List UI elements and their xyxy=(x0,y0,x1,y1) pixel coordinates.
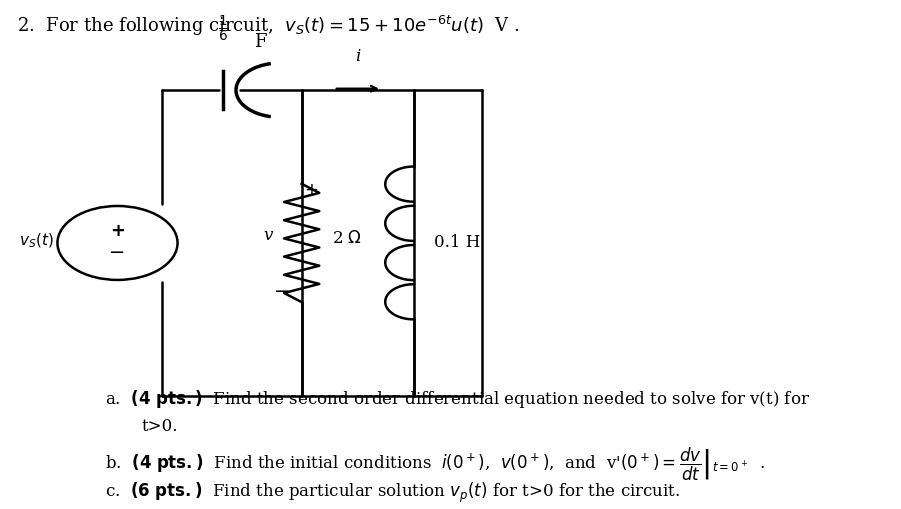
Text: b.  $\mathbf{(4\ pts.)}$  Find the initial conditions  $i(0^+)$,  $v(0^+)$,  and: b. $\mathbf{(4\ pts.)}$ Find the initial… xyxy=(105,446,766,483)
Text: −: − xyxy=(109,243,125,262)
Text: F: F xyxy=(253,33,266,51)
Text: c.  $\mathbf{(6\ pts.)}$  Find the particular solution $v_p(t)$ for t>0 for the : c. $\mathbf{(6\ pts.)}$ Find the particu… xyxy=(105,480,681,505)
Text: t>0.: t>0. xyxy=(141,418,178,435)
Text: a.  $\mathbf{(4\ pts.)}$  Find the second order differential equation needed to : a. $\mathbf{(4\ pts.)}$ Find the second … xyxy=(105,388,810,410)
Text: 2 $\Omega$: 2 $\Omega$ xyxy=(332,230,362,246)
Text: +: + xyxy=(110,221,125,240)
Text: 2.  For the following circuit,  $v_S(t) = 15 + 10e^{-6t}u(t)$  V .: 2. For the following circuit, $v_S(t) = … xyxy=(17,14,520,38)
Text: +: + xyxy=(305,181,318,199)
Text: 0.1 H: 0.1 H xyxy=(433,235,480,251)
Text: −: − xyxy=(274,282,290,301)
Text: i: i xyxy=(355,48,360,66)
Text: $\frac{1}{6}$: $\frac{1}{6}$ xyxy=(218,14,229,44)
Text: v: v xyxy=(263,227,273,244)
Text: $v_S(t)$: $v_S(t)$ xyxy=(19,231,53,250)
